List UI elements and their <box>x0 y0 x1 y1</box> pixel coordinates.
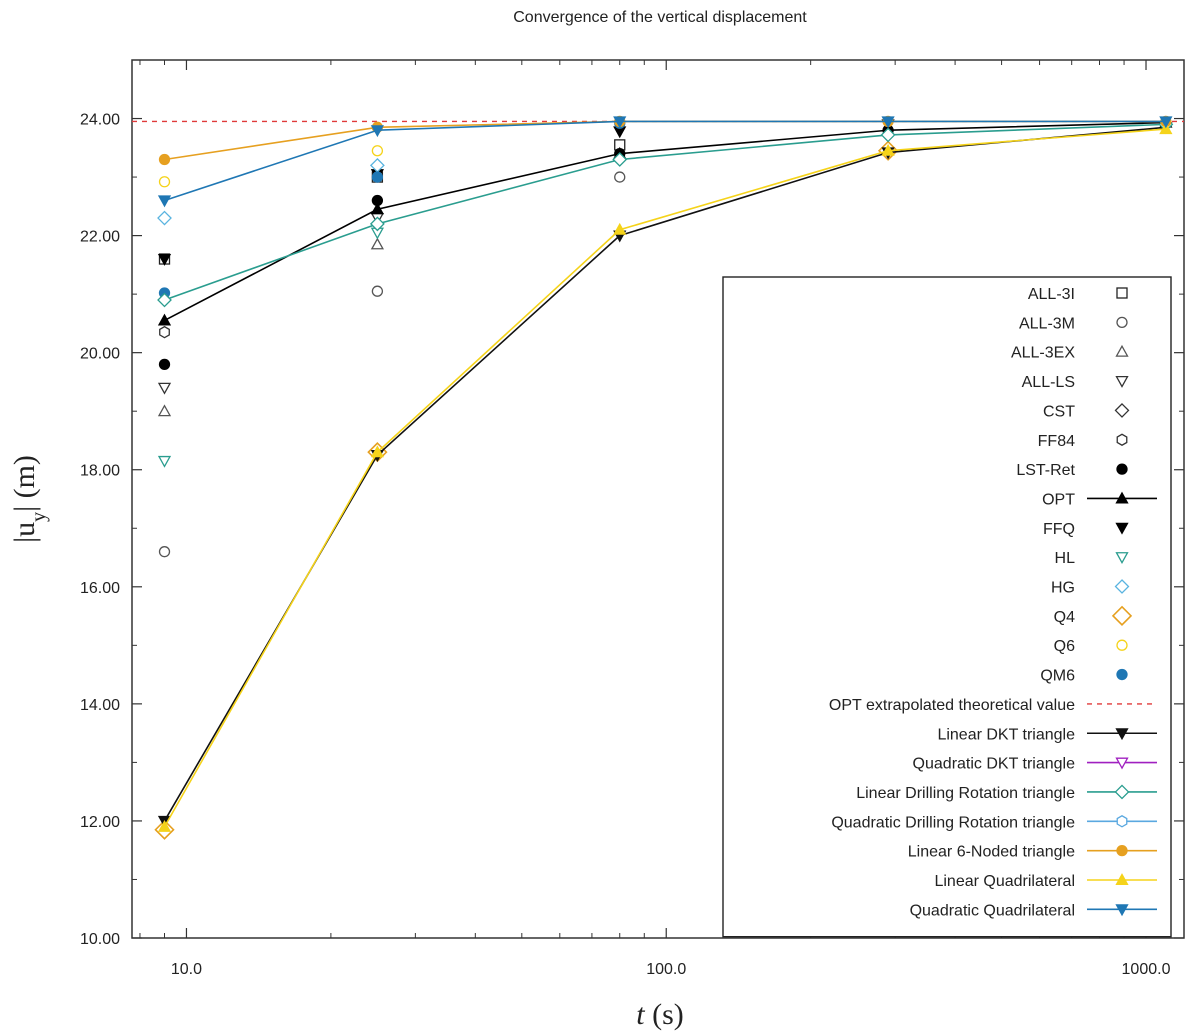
y-tick-label: 20.00 <box>80 346 120 363</box>
y-tick-label: 24.00 <box>80 112 120 129</box>
y-axis-label: |uy| (m) <box>8 455 50 543</box>
legend-label: Linear Quadrilateral <box>934 873 1075 890</box>
legend-label: CST <box>1043 403 1075 420</box>
legend-marker <box>1117 640 1127 650</box>
legend-marker <box>1117 288 1127 298</box>
data-point <box>159 457 170 467</box>
legend-label: ALL-3I <box>1028 286 1075 303</box>
y-tick-label: 12.00 <box>80 814 120 831</box>
series-all-3i <box>160 140 625 264</box>
legend-marker <box>1117 434 1127 445</box>
legend-marker <box>1117 464 1127 474</box>
data-point <box>160 359 170 369</box>
legend-label: HG <box>1051 580 1075 597</box>
x-axis-label: t (s) <box>636 998 684 1031</box>
legend-label: HL <box>1055 550 1076 567</box>
y-tick-label: 22.00 <box>80 229 120 246</box>
legend-label: FF84 <box>1038 433 1075 450</box>
legend-label: OPT extrapolated theoretical value <box>829 697 1075 714</box>
data-point <box>159 383 170 393</box>
legend-label: FFQ <box>1043 521 1075 538</box>
legend-label: ALL-3M <box>1019 315 1075 332</box>
legend-label: LST-Ret <box>1016 462 1075 479</box>
legend-marker <box>1117 670 1127 680</box>
legend-label: Quadratic DKT triangle <box>913 756 1076 773</box>
legend-marker <box>1117 846 1127 856</box>
legend-label: Linear 6-Noded triangle <box>908 844 1075 861</box>
series-all-3m <box>160 172 625 557</box>
y-tick-label: 18.00 <box>80 463 120 480</box>
legend-label: ALL-LS <box>1022 374 1075 391</box>
data-point <box>160 177 170 187</box>
data-point <box>160 547 170 557</box>
series-all-ls <box>159 214 383 394</box>
data-point <box>372 239 383 249</box>
legend-label: OPT <box>1042 491 1075 508</box>
y-tick-label: 16.00 <box>80 580 120 597</box>
legend-label: Q6 <box>1054 638 1075 655</box>
chart-title: Convergence of the vertical displacement <box>513 9 807 26</box>
data-point <box>372 146 382 156</box>
x-tick-label: 1000.0 <box>1122 961 1171 978</box>
y-tick-label: 14.00 <box>80 697 120 714</box>
data-point <box>160 155 170 165</box>
series-qm6 <box>160 118 625 298</box>
data-point <box>158 212 171 225</box>
legend-marker <box>1117 816 1127 827</box>
y-tick-label: 10.00 <box>80 931 120 948</box>
legend-label: Quadratic Drilling Rotation triangle <box>831 814 1075 831</box>
x-tick-label: 10.0 <box>171 961 202 978</box>
data-point <box>615 172 625 182</box>
data-point <box>159 196 170 206</box>
legend-label: Linear DKT triangle <box>937 726 1075 743</box>
legend-label: Quadratic Quadrilateral <box>910 902 1075 919</box>
legend-label: ALL-3EX <box>1011 345 1075 362</box>
series-ffq <box>159 120 894 265</box>
data-point <box>372 172 382 182</box>
data-point <box>372 286 382 296</box>
data-point <box>159 406 170 416</box>
legend-label: QM6 <box>1040 668 1075 685</box>
data-point <box>160 327 170 338</box>
series-q6 <box>160 146 383 187</box>
legend-label: Q4 <box>1054 609 1075 626</box>
series-ff84 <box>160 327 170 338</box>
data-point <box>159 315 170 325</box>
series-line <box>165 121 1166 200</box>
legend-box <box>723 277 1171 937</box>
legend-label: Linear Drilling Rotation triangle <box>856 785 1075 802</box>
legend: ALL-3I ALL-3M ALL-3EX ALL-LS CST FF84 LST-Ret O… <box>723 277 1171 937</box>
x-tick-label: 100.0 <box>646 961 686 978</box>
legend-marker <box>1117 317 1127 327</box>
